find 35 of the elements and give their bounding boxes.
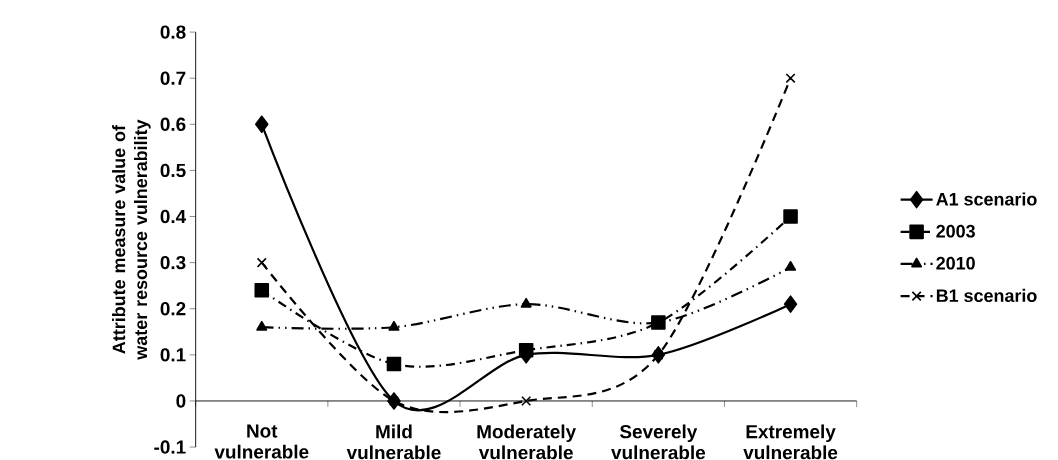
y-tick-label: 0.6 bbox=[160, 117, 186, 132]
y-tick-label: 0.1 bbox=[160, 348, 186, 362]
x-tick-label: Not vulnerable bbox=[214, 424, 309, 459]
legend-label: A1 scenario bbox=[936, 192, 1037, 206]
y-tick-label: 0.3 bbox=[160, 255, 186, 270]
point bbox=[785, 73, 796, 84]
y-tick-label: 0.5 bbox=[160, 163, 186, 178]
legend-label: B1 scenario bbox=[936, 288, 1037, 303]
y-tick-label: 0.4 bbox=[160, 209, 187, 224]
legend-label: 2010 bbox=[936, 256, 975, 270]
point bbox=[254, 283, 270, 298]
x-tick-label: Severely vulnerable bbox=[611, 424, 706, 460]
point bbox=[521, 395, 532, 406]
point bbox=[783, 209, 798, 224]
point bbox=[254, 115, 269, 134]
point bbox=[388, 395, 399, 406]
point bbox=[783, 295, 798, 313]
point bbox=[518, 342, 534, 358]
point bbox=[785, 260, 797, 271]
x-tick-label: Extremely vulnerable bbox=[743, 424, 838, 460]
y-tick-label: 0.8 bbox=[160, 25, 186, 39]
point bbox=[256, 320, 268, 331]
x-tick-label: Mild vulnerable bbox=[346, 424, 441, 460]
point bbox=[386, 356, 402, 372]
y-tick-label: 0.2 bbox=[160, 302, 186, 316]
y-tick-label: 0 bbox=[176, 394, 186, 408]
point bbox=[653, 349, 664, 360]
y-axis-title: Attribute measure value of water resource vulnerability bbox=[112, 119, 151, 360]
y-tick-label: -0.1 bbox=[154, 440, 186, 454]
point bbox=[256, 257, 267, 268]
point bbox=[520, 297, 532, 308]
legend-label: 2003 bbox=[936, 224, 975, 238]
y-tick-label: 0.7 bbox=[160, 71, 186, 85]
point bbox=[388, 320, 400, 331]
x-tick-label: Moderately vulnerable bbox=[477, 424, 577, 460]
